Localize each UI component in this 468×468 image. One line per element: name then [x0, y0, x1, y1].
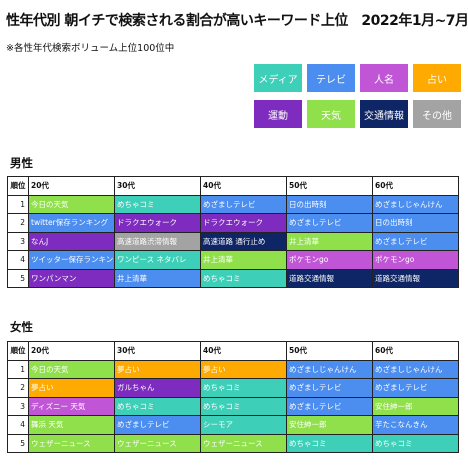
keyword-cell: 夢占い — [200, 359, 287, 379]
keyword-cell: めざましじゃんけん — [372, 194, 459, 214]
rank-cell: 1 — [7, 359, 29, 379]
keyword-cell: ワンピース ネタバレ — [114, 250, 201, 270]
keyword-cell: ウェザーニュース — [28, 433, 115, 453]
keyword-cell: 日の出時刻 — [372, 213, 459, 233]
table-row: 5 ワンパンマン 井上清華 めちゃコミ 道路交通情報 道路交通情報 — [7, 268, 459, 288]
legend-chip-media: メディア — [254, 64, 302, 92]
keyword-cell: twitter保存ランキング — [28, 213, 115, 233]
keyword-cell: 高速道路渋滞情報 — [114, 231, 201, 251]
ranking-table-female: 順位 20代 30代 40代 50代 60代 1 今日の天気 夢占い 夢占い めざましじゃんけんめ… — [7, 341, 459, 453]
keyword-cell: めざましテレビ — [372, 231, 459, 251]
legend-chip-weather: 天気 — [307, 100, 355, 128]
keyword-cell: 井上清華 — [200, 250, 287, 270]
table-row: 4 舞浜 天気 めざましテレビ シーモア 安住紳一郎 芋たこなんきん — [7, 415, 459, 435]
rank-cell: 5 — [7, 268, 29, 288]
keyword-cell: ポケモンgo — [372, 250, 459, 270]
legend-chip-tv: テレビ — [307, 64, 355, 92]
table-header-row: 順位 20代 30代 40代 50代 60代 — [7, 176, 459, 196]
keyword-cell: ワンパンマン — [28, 268, 115, 288]
keyword-cell: 道路交通情報 — [372, 268, 459, 288]
keyword-cell: 安住紳一郎 — [286, 415, 373, 435]
table-row: 3 なんJ 高速道路渋滞情報 高速道路 通行止め 井上清華 めざましテレビ — [7, 231, 459, 251]
keyword-cell: ツイッター保存ランキング — [28, 250, 115, 270]
keyword-cell: 今日の天気 — [28, 194, 115, 214]
keyword-cell: めざましテレビ — [286, 396, 373, 416]
keyword-cell: なんJ — [28, 231, 115, 251]
chart-subtitle: ※各性年代検索ボリューム上位100位中 — [6, 43, 175, 54]
table-row: 4 ツイッター保存ランキング ワンピース ネタバレ 井上清華 ポケモンgo ポケモンgo — [7, 250, 459, 270]
keyword-cell: 道路交通情報 — [286, 268, 373, 288]
keyword-cell: 舞浜 天気 — [28, 415, 115, 435]
legend-chip-person: 人名 — [360, 64, 408, 92]
rank-cell: 5 — [7, 433, 29, 453]
rank-cell: 1 — [7, 194, 29, 214]
keyword-cell: めざましテレビ — [114, 415, 201, 435]
keyword-cell: ディズニー 天気 — [28, 396, 115, 416]
table-row: 1 今日の天気 めちゃコミ めざましテレビ 日の出時刻 めざましじゃんけん — [7, 194, 459, 214]
keyword-cell: ポケモンgo — [286, 250, 373, 270]
column-header-age-5: 60代 — [372, 176, 459, 196]
column-header-age-2: 30代 — [114, 341, 201, 361]
keyword-cell: 夢占い — [114, 359, 201, 379]
keyword-cell: めちゃコミ — [372, 433, 459, 453]
table-row: 3 ディズニー 天気 めちゃコミ めちゃコミ めざましテレビ 安住紳一郎 — [7, 396, 459, 416]
column-header-age-1: 20代 — [28, 176, 115, 196]
keyword-cell: ウェザーニュース — [114, 433, 201, 453]
keyword-cell: 夢占い — [28, 378, 115, 398]
legend-chip-fortune: 占い — [413, 64, 461, 92]
keyword-cell: めざましじゃんけん — [286, 359, 373, 379]
keyword-cell: めざましじゃんけん — [372, 359, 459, 379]
keyword-cell: めざましテレビ — [200, 194, 287, 214]
column-header-rank: 順位 — [7, 176, 29, 196]
keyword-cell: ドラクエウォーク — [200, 213, 287, 233]
column-header-rank: 順位 — [7, 341, 29, 361]
keyword-cell: 井上清華 — [114, 268, 201, 288]
column-header-age-1: 20代 — [28, 341, 115, 361]
legend-chip-other: その他 — [413, 100, 461, 128]
keyword-cell: めちゃコミ — [114, 396, 201, 416]
table-row: 1 今日の天気 夢占い 夢占い めざましじゃんけん めざましじゃんけん — [7, 359, 459, 379]
keyword-cell: めちゃコミ — [200, 396, 287, 416]
keyword-cell: めざましテレビ — [286, 378, 373, 398]
rank-cell: 4 — [7, 250, 29, 270]
keyword-cell: ドラクエウォーク — [114, 213, 201, 233]
column-header-age-2: 30代 — [114, 176, 201, 196]
keyword-cell: 日の出時刻 — [286, 194, 373, 214]
rank-cell: 4 — [7, 415, 29, 435]
section-label-male: 男性 — [10, 156, 33, 170]
legend-chip-transit: 交通情報 — [360, 100, 408, 128]
keyword-cell: ウェザーニュース — [200, 433, 287, 453]
keyword-cell: めちゃコミ — [200, 268, 287, 288]
rank-cell: 2 — [7, 378, 29, 398]
keyword-cell: めちゃコミ — [286, 433, 373, 453]
keyword-cell: 高速道路 通行止め — [200, 231, 287, 251]
column-header-age-5: 60代 — [372, 341, 459, 361]
table-header-row: 順位 20代 30代 40代 50代 60代 — [7, 341, 459, 361]
ranking-table-male: 順位 20代 30代 40代 50代 60代 1 今日の天気 めちゃコミ めざましテレビ 日の出時… — [7, 176, 459, 288]
table-row: 2 夢占い ガルちゃん めちゃコミ めざましテレビ めざましテレビ — [7, 378, 459, 398]
column-header-age-4: 50代 — [286, 341, 373, 361]
section-label-female: 女性 — [10, 320, 33, 334]
rank-cell: 2 — [7, 213, 29, 233]
table-row: 2 twitter保存ランキング ドラクエウォーク ドラクエウォーク めざましテレビ 日の… — [7, 213, 459, 233]
keyword-cell: 井上清華 — [286, 231, 373, 251]
keyword-cell: めちゃコミ — [200, 378, 287, 398]
keyword-cell: ガルちゃん — [114, 378, 201, 398]
column-header-age-3: 40代 — [200, 341, 287, 361]
keyword-cell: 安住紳一郎 — [372, 396, 459, 416]
keyword-cell: 芋たこなんきん — [372, 415, 459, 435]
legend-chip-traffic: 運動 — [254, 100, 302, 128]
category-legend: メディア テレビ 人名 占い運動 天気 交通情報 その他 — [254, 64, 462, 128]
rank-cell: 3 — [7, 396, 29, 416]
keyword-cell: めざましテレビ — [286, 213, 373, 233]
column-header-age-3: 40代 — [200, 176, 287, 196]
column-header-age-4: 50代 — [286, 176, 373, 196]
keyword-cell: めざましテレビ — [372, 378, 459, 398]
rank-cell: 3 — [7, 231, 29, 251]
chart-title: 性年代別 朝イチで検索される割合が高いキーワード上位 2022年1月~7月 — [6, 13, 468, 29]
keyword-cell: シーモア — [200, 415, 287, 435]
keyword-cell: 今日の天気 — [28, 359, 115, 379]
table-row: 5 ウェザーニュース ウェザーニュース ウェザーニュース めちゃコミ めちゃコミ — [7, 433, 459, 453]
keyword-cell: めちゃコミ — [114, 194, 201, 214]
